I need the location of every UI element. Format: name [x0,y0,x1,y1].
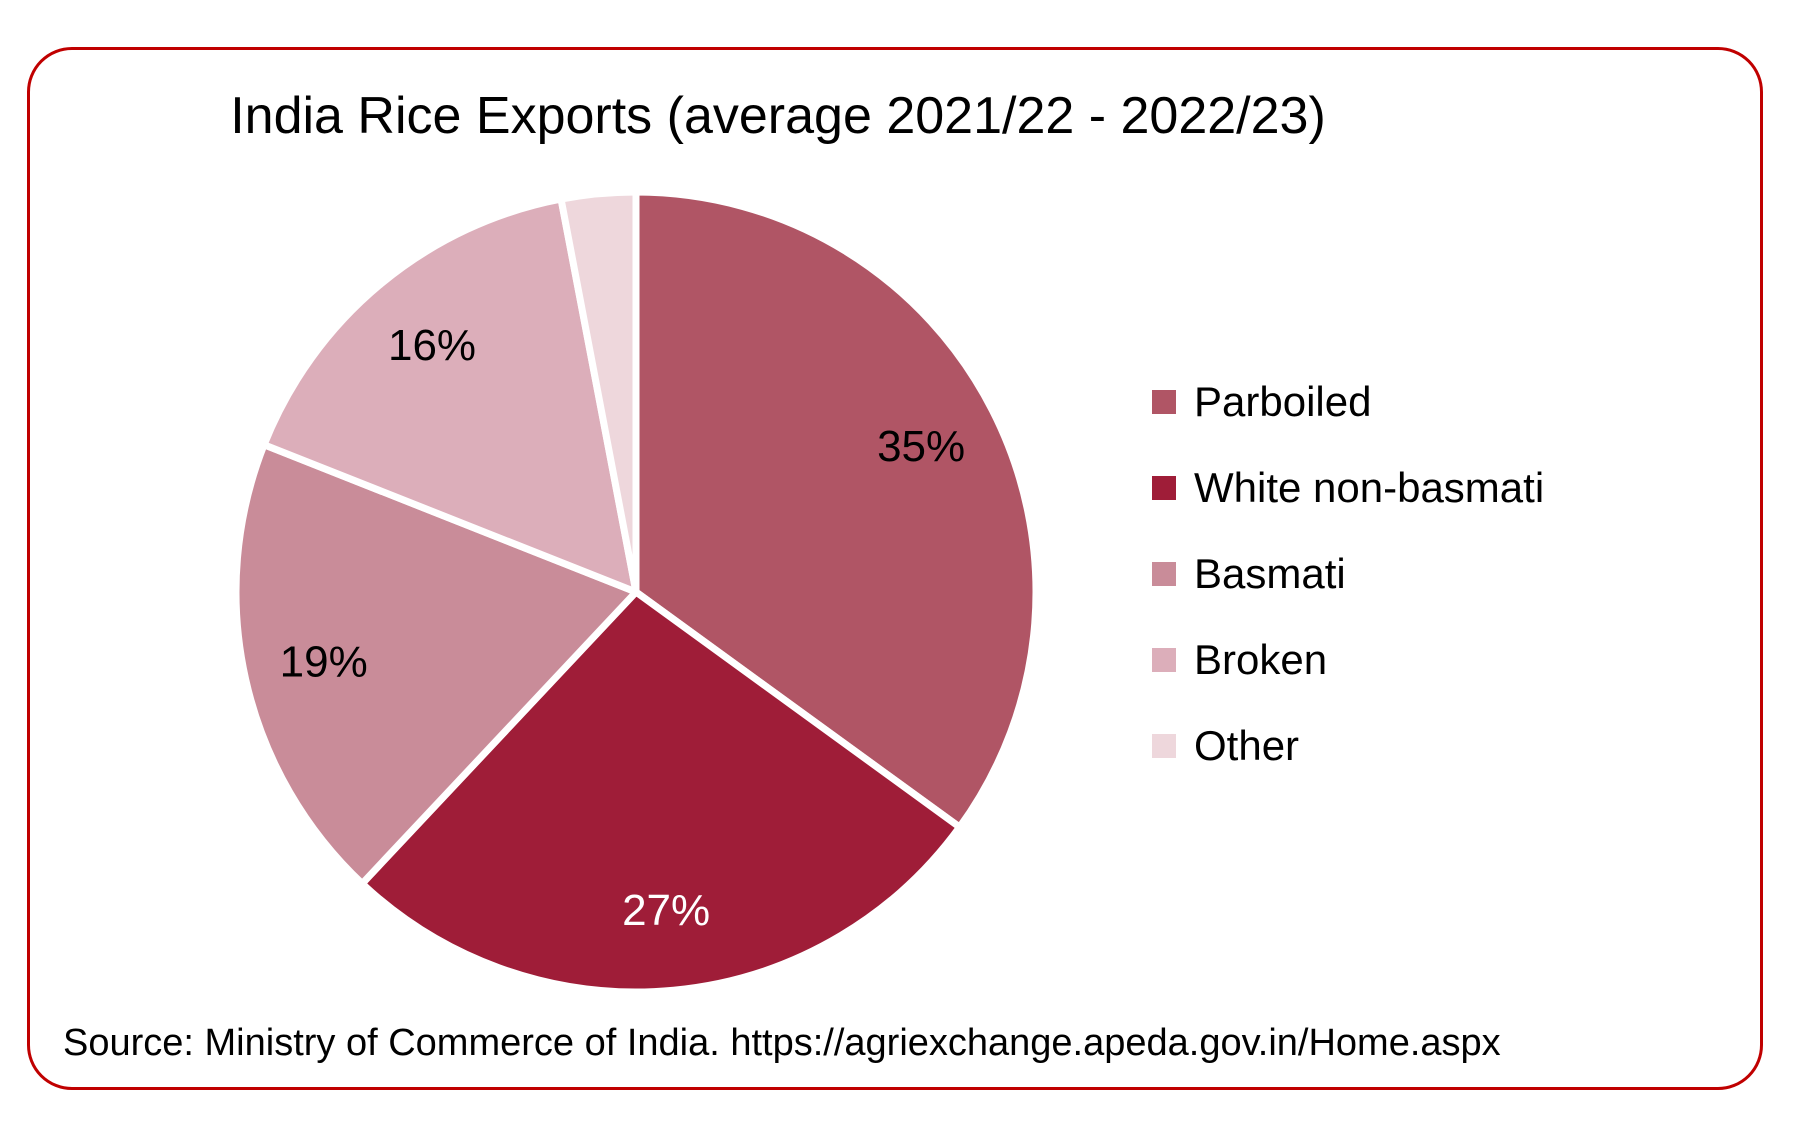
legend-label-basmati: Basmati [1194,550,1346,597]
legend-item-white-non-basmati: White non-basmati [1152,445,1544,531]
legend-marker-basmati [1152,562,1176,586]
chart-legend: Parboiled White non-basmati Basmati Broken O… [1152,359,1544,789]
legend-label-other: Other [1194,722,1300,769]
pie-slice-white-non-basmati [358,588,964,996]
slide-border-frame [27,47,1763,1090]
legend-item-basmati: Basmati [1152,531,1544,617]
legend-marker-other [1152,734,1176,758]
legend-item-other: Other [1152,703,1544,789]
pie-slice-label-broken: 16% [388,321,476,370]
chart-title: India Rice Exports (average 2021/22 - 20… [230,87,1326,145]
legend-marker-white-non-basmati [1152,476,1176,500]
pie-slice-other [557,188,640,596]
pie-slice-label-white-non-basmati: 27% [622,886,710,935]
source-note: Source: Ministry of Commerce of India. h… [63,1022,1501,1064]
pie-slice-parboiled [632,188,1040,831]
legend-label-parboiled: Parboiled [1194,378,1372,425]
pie-slice-label-basmati: 19% [280,637,368,686]
legend-marker-parboiled [1152,390,1176,414]
legend-label-broken: Broken [1194,636,1328,683]
legend-item-broken: Broken [1152,617,1544,703]
pie-slice-label-parboiled: 35% [877,422,965,471]
legend-marker-broken [1152,648,1176,672]
legend-item-parboiled: Parboiled [1152,359,1544,445]
pie-slice-broken [260,195,640,596]
legend-label-white-non-basmati: White non-basmati [1194,464,1545,511]
